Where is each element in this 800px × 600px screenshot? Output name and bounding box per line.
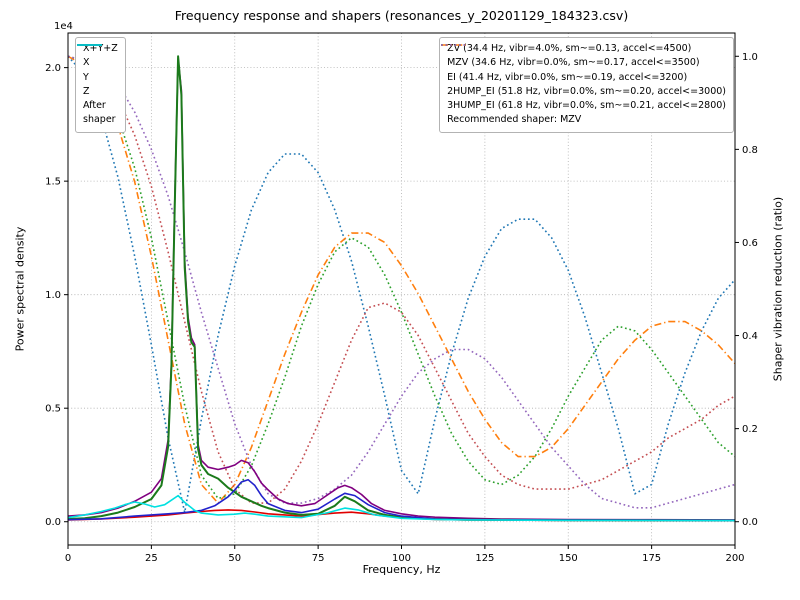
x-tick-label: 100 [392,553,411,564]
y-tick-label-left: 0.5 [45,404,61,415]
chart-title: Frequency response and shapers (resonanc… [174,8,629,23]
zv-line [68,55,735,514]
mzv-legend-swatch [441,44,467,46]
legend-item-z: Z [77,44,118,99]
y-tick-label-right: 1.0 [742,52,758,63]
legend-label-recommended-shaper: Recommended shaper: MZV [447,114,582,126]
legend-label-y: Y [83,71,89,83]
legend-item-y: Y [77,44,118,85]
x-tick-label: 125 [475,553,494,564]
x-axis-label: Frequency, Hz [362,563,441,576]
x-tick-label: 150 [559,553,578,564]
y-axis-offset-label: 1e4 [54,21,73,32]
y-tick-label-right: 0.8 [742,145,758,156]
y-line [68,55,735,522]
legend-label-zv: ZV (34.4 Hz, vibr=4.0%, sm~=0.13, accel<… [447,43,692,54]
legend-label-mzv: MZV (34.6 Hz, vibr=0.0%, sm~=0.17, accel… [447,57,700,69]
y-tick-label-left: 1.5 [45,177,61,188]
y-tick-label-right: 0.2 [742,424,758,435]
y-axis-label-right: Shaper vibration reduction (ratio) [771,196,785,382]
legend-label-2hump-ei: 2HUMP_EI (51.8 Hz, vibr=0.0%, sm~=0.20, … [447,85,726,97]
z-line [68,478,735,522]
legend-label-3hump-ei: 3HUMP_EI (61.8 Hz, vibr=0.0%, sm~=0.21, … [447,100,726,111]
2hump-ei-line [68,55,735,504]
legend-label-ei: EI (41.4 Hz, vibr=0.0%, sm~=0.19, accel<… [447,71,688,83]
legend-label-after-shaper: After shaper [83,100,116,126]
y-tick-label-right: 0.4 [742,331,758,342]
legend-item-ei: EI (41.4 Hz, vibr=0.0%, sm~=0.19, accel<… [441,44,726,85]
after-shaper-line [68,494,735,522]
legend-item-x: X [77,44,118,70]
x-tick-label: 175 [642,553,661,564]
ei-line [68,55,735,500]
legend-item-3hump-ei: 3HUMP_EI (61.8 Hz, vibr=0.0%, sm~=0.21, … [441,44,726,113]
legend-item-2hump-ei: 2HUMP_EI (51.8 Hz, vibr=0.0%, sm~=0.20, … [441,44,726,99]
y-axis-label-left: Power spectral density [13,226,27,352]
3hump-ei-line [68,55,735,509]
x-tick-label: 50 [228,553,241,564]
x-tick-label: 0 [65,553,71,564]
legend-label-x: X [83,57,90,69]
legend-item-mzv: MZV (34.6 Hz, vibr=0.0%, sm~=0.17, accel… [441,44,726,70]
mzv-line [68,55,735,504]
x-tick-label: 75 [312,553,325,564]
legend-item-zv: ZV (34.4 Hz, vibr=4.0%, sm~=0.13, accel<… [441,42,726,56]
y-tick-label-right: 0.0 [742,517,758,528]
legend-item-recommended-shaper: Recommended shaper: MZV [447,113,726,127]
after-shaper-legend-swatch [77,44,102,46]
legend-label-xyz: X+Y+Z [83,43,118,54]
legend-psd: X+Y+Z X Y Z After shaper [75,37,126,133]
x-tick-label: 200 [725,553,744,564]
y-tick-label-left: 0.0 [45,517,61,528]
x-tick-label: 25 [145,553,158,564]
y-tick-label-left: 2.0 [45,63,61,74]
y-tick-label-right: 0.6 [742,238,758,249]
legend-item-after-shaper: After shaper [77,44,118,128]
y-tick-label-left: 1.0 [45,290,61,301]
legend-shapers: ZV (34.4 Hz, vibr=4.0%, sm~=0.13, accel<… [439,37,734,133]
blank-swatch [440,39,467,51]
legend-label-z: Z [83,85,90,97]
